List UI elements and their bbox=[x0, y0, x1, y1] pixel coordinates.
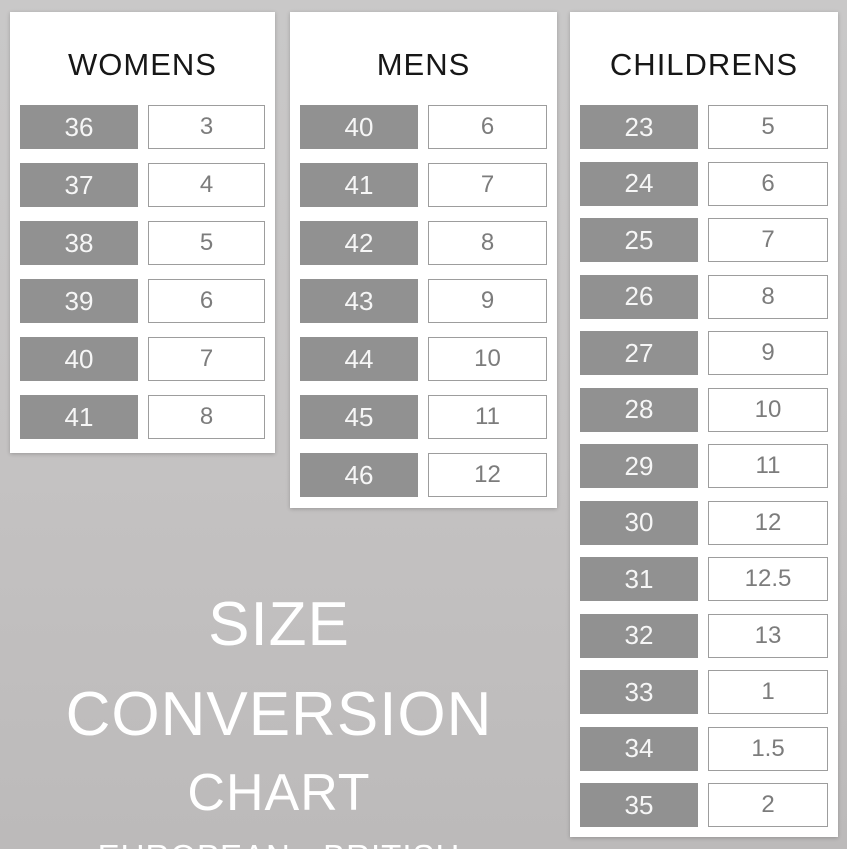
size-row: 45 11 bbox=[300, 395, 547, 439]
size-row: 38 5 bbox=[20, 221, 265, 265]
size-row: 39 6 bbox=[20, 279, 265, 323]
mens-size-rows: 40 6 41 7 42 8 43 9 44 10 45 11 46 12 bbox=[300, 105, 547, 497]
british-size-cell: 1.5 bbox=[708, 726, 828, 771]
european-size-cell: 29 bbox=[580, 444, 698, 488]
british-size-cell: 11 bbox=[708, 444, 828, 488]
size-row: 25 7 bbox=[580, 218, 828, 262]
european-size-cell: 34 bbox=[580, 726, 698, 771]
size-row: 31 12.5 bbox=[580, 557, 828, 601]
size-row: 32 13 bbox=[580, 613, 828, 658]
size-row: 30 12 bbox=[580, 500, 828, 545]
british-size-cell: 12 bbox=[428, 453, 547, 497]
british-size-cell: 8 bbox=[428, 221, 547, 265]
size-row: 27 9 bbox=[580, 331, 828, 375]
european-size-cell: 28 bbox=[580, 387, 698, 432]
size-row: 28 10 bbox=[580, 387, 828, 432]
european-size-cell: 31 bbox=[580, 557, 698, 601]
size-row: 41 8 bbox=[20, 395, 265, 439]
british-size-cell: 2 bbox=[708, 783, 828, 827]
european-size-cell: 43 bbox=[300, 279, 418, 323]
european-size-cell: 37 bbox=[20, 163, 138, 207]
european-size-cell: 45 bbox=[300, 395, 418, 439]
european-size-cell: 30 bbox=[580, 500, 698, 545]
european-size-cell: 24 bbox=[580, 161, 698, 206]
size-row: 44 10 bbox=[300, 337, 547, 381]
size-row: 42 8 bbox=[300, 221, 547, 265]
european-size-cell: 25 bbox=[580, 218, 698, 262]
british-size-cell: 12.5 bbox=[708, 557, 828, 601]
european-size-cell: 38 bbox=[20, 221, 138, 265]
womens-size-rows: 36 3 37 4 38 5 39 6 40 7 41 8 bbox=[20, 105, 265, 439]
british-size-cell: 9 bbox=[428, 279, 547, 323]
european-size-cell: 42 bbox=[300, 221, 418, 265]
size-row: 29 11 bbox=[580, 444, 828, 488]
british-size-cell: 5 bbox=[708, 105, 828, 149]
british-size-cell: 4 bbox=[148, 163, 265, 207]
british-size-cell: 6 bbox=[428, 105, 547, 149]
european-size-cell: 41 bbox=[20, 395, 138, 439]
british-size-cell: 8 bbox=[708, 274, 828, 319]
european-size-cell: 46 bbox=[300, 453, 418, 497]
poster-subtitle: EUROPEAN - BRITISH bbox=[4, 836, 554, 849]
size-row: 37 4 bbox=[20, 163, 265, 207]
size-row: 36 3 bbox=[20, 105, 265, 149]
size-row: 41 7 bbox=[300, 163, 547, 207]
british-size-cell: 12 bbox=[708, 500, 828, 545]
british-size-cell: 7 bbox=[148, 337, 265, 381]
european-size-cell: 44 bbox=[300, 337, 418, 381]
european-size-cell: 36 bbox=[20, 105, 138, 149]
size-row: 43 9 bbox=[300, 279, 547, 323]
british-size-cell: 10 bbox=[428, 337, 547, 381]
childrens-header: CHILDRENS bbox=[609, 46, 799, 82]
british-size-cell: 5 bbox=[148, 221, 265, 265]
mens-size-panel: MENS 40 6 41 7 42 8 43 9 44 10 45 11 46 12 bbox=[290, 12, 557, 508]
poster-title-line2: CHART bbox=[187, 764, 371, 822]
womens-header: WOMENS bbox=[68, 46, 217, 82]
british-size-cell: 8 bbox=[148, 395, 265, 439]
size-row: 40 7 bbox=[20, 337, 265, 381]
british-size-cell: 13 bbox=[708, 613, 828, 658]
european-size-cell: 39 bbox=[20, 279, 138, 323]
size-row: 24 6 bbox=[580, 161, 828, 206]
european-size-cell: 33 bbox=[580, 670, 698, 714]
childrens-size-panel: CHILDRENS 23 5 24 6 25 7 26 8 27 9 28 10 29 11 30 12 31 1… bbox=[570, 12, 838, 837]
british-size-cell: 11 bbox=[428, 395, 547, 439]
size-row: 34 1.5 bbox=[580, 726, 828, 771]
size-row: 33 1 bbox=[580, 670, 828, 714]
british-size-cell: 7 bbox=[708, 218, 828, 262]
british-size-cell: 1 bbox=[708, 670, 828, 714]
european-size-cell: 40 bbox=[300, 105, 418, 149]
european-size-cell: 32 bbox=[580, 613, 698, 658]
european-size-cell: 40 bbox=[20, 337, 138, 381]
european-size-cell: 23 bbox=[580, 105, 698, 149]
womens-size-panel: WOMENS 36 3 37 4 38 5 39 6 40 7 41 8 bbox=[10, 12, 275, 453]
british-size-cell: 6 bbox=[708, 161, 828, 206]
poster-title-line1: SIZE CONVERSION bbox=[65, 590, 493, 749]
size-row: 40 6 bbox=[300, 105, 547, 149]
size-row: 23 5 bbox=[580, 105, 828, 149]
european-size-cell: 41 bbox=[300, 163, 418, 207]
european-size-cell: 27 bbox=[580, 331, 698, 375]
european-size-cell: 26 bbox=[580, 274, 698, 319]
british-size-cell: 7 bbox=[428, 163, 547, 207]
title-block: SIZE CONVERSION CHART EUROPEAN - BRITISH bbox=[4, 580, 554, 849]
size-row: 35 2 bbox=[580, 783, 828, 827]
childrens-size-rows: 23 5 24 6 25 7 26 8 27 9 28 10 29 11 30 12 31 12.5 32 13 33 1… bbox=[580, 105, 828, 827]
european-size-cell: 35 bbox=[580, 783, 698, 827]
british-size-cell: 9 bbox=[708, 331, 828, 375]
british-size-cell: 3 bbox=[148, 105, 265, 149]
size-row: 26 8 bbox=[580, 274, 828, 319]
british-size-cell: 10 bbox=[708, 387, 828, 432]
british-size-cell: 6 bbox=[148, 279, 265, 323]
size-row: 46 12 bbox=[300, 453, 547, 497]
mens-header: MENS bbox=[376, 46, 471, 82]
